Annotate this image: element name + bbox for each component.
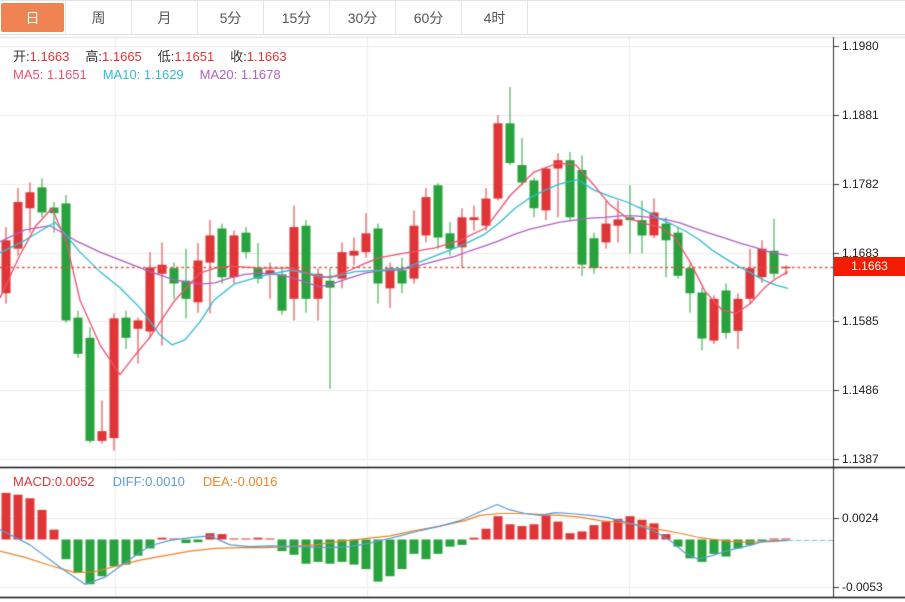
tab-period-4[interactable]: 15分	[264, 1, 330, 34]
macd-axis-tick-label: 0.0024	[842, 511, 879, 525]
ma-legend-item: MA20: 1.1678	[199, 67, 281, 82]
tab-label: 周	[91, 9, 106, 26]
price-axis-tick-label: 1.1683	[842, 245, 879, 260]
price-axis-tick-label: 1.1881	[842, 107, 879, 122]
period-tab-bar: 日 周 月 5分 15分 30分 60分 4时	[0, 0, 905, 35]
tab-period-1[interactable]: 周	[66, 1, 132, 34]
price-axis-tick-label: 1.1486	[842, 383, 879, 398]
ohlc-value: 1.1663	[29, 49, 70, 64]
ohlc-value: 1.1651	[174, 49, 215, 64]
tab-label: 日	[1, 3, 64, 32]
price-axis-tick-label: 1.1387	[842, 452, 879, 466]
tab-period-7[interactable]: 4时	[462, 1, 528, 34]
tab-period-0[interactable]: 日	[0, 1, 66, 34]
tab-label: 月	[157, 9, 172, 26]
ma-legend-item: MA10: 1.1629	[102, 67, 184, 82]
ohlc-legend: 开:1.1663 高:1.1665 低:1.1651 收:1.1663	[13, 49, 303, 65]
macd-axis-tick-label: -0.0053	[842, 580, 883, 594]
tab-label: 4时	[483, 9, 506, 26]
ohlc-label: 低:	[157, 49, 175, 64]
ohlc-item: 低:1.1651	[158, 49, 214, 64]
macd-legend: MACD:0.0052 DIFF:0.0010 DEA:-0.0016	[13, 474, 295, 490]
ohlc-value: 1.1665	[102, 49, 142, 64]
ohlc-item: 高:1.1665	[85, 49, 141, 64]
macd-legend-item: MACD:0.0052	[13, 474, 95, 489]
ohlc-label: 高:	[85, 49, 103, 64]
current-price-badge: 1.1663	[834, 257, 905, 276]
macd-legend-item: DEA:-0.0016	[202, 474, 278, 489]
tab-period-3[interactable]: 5分	[198, 1, 264, 34]
ohlc-item: 收:1.1663	[230, 49, 286, 64]
tab-period-5[interactable]: 30分	[330, 1, 396, 34]
macd-legend-item: DIFF:0.0010	[112, 474, 185, 489]
price-axis-tick-label: 1.1782	[842, 176, 879, 191]
tab-period-2[interactable]: 月	[132, 1, 198, 34]
tab-label: 30分	[347, 9, 378, 26]
tab-label: 15分	[281, 9, 312, 26]
tab-label: 60分	[413, 9, 444, 26]
price-axis-tick-label: 1.1980	[842, 39, 879, 53]
tab-period-6[interactable]: 60分	[396, 1, 462, 34]
ma-legend-item: MA5: 1.1651	[13, 67, 87, 82]
tab-label: 5分	[219, 9, 242, 26]
price-axis-tick-label: 1.1585	[842, 314, 879, 329]
ohlc-label: 开:	[13, 49, 30, 64]
ohlc-label: 收:	[230, 49, 247, 64]
ohlc-item: 开:1.1663	[13, 49, 69, 64]
ma-legend: MA5: 1.1651 MA10: 1.1629 MA20: 1.1678	[13, 67, 297, 83]
ohlc-value: 1.1663	[246, 49, 287, 64]
